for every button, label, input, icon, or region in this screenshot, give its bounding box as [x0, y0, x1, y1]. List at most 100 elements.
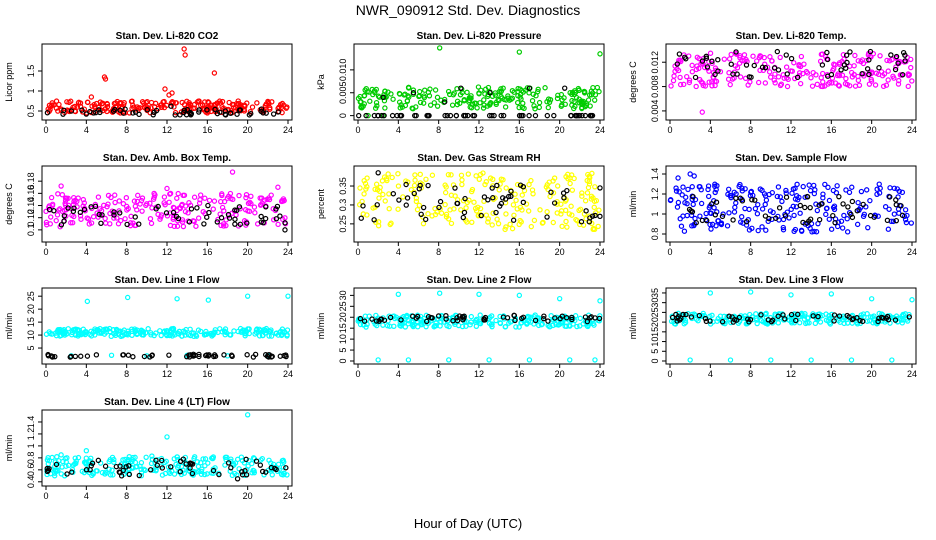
data-point: [564, 224, 570, 230]
data-point: [499, 195, 506, 201]
data-point: [681, 228, 688, 234]
data-point: [79, 107, 85, 113]
data-point: [859, 318, 866, 325]
x-tick-label: 0: [355, 369, 360, 379]
data-point: [728, 194, 734, 201]
data-point: [780, 312, 786, 318]
data-point: [886, 206, 892, 212]
data-point: [905, 83, 911, 90]
data-point: [44, 457, 51, 463]
data-point: [152, 100, 159, 107]
data-point: [259, 468, 266, 475]
y-tick-label: 30: [650, 298, 660, 308]
data-point: [275, 184, 281, 190]
data-point: [181, 46, 187, 52]
data-point: [813, 229, 820, 235]
data-point: [153, 330, 159, 336]
data-point: [780, 227, 787, 233]
data-point: [197, 192, 204, 198]
x-tick-label: 4: [84, 247, 89, 257]
data-point: [364, 184, 370, 190]
data-point: [206, 352, 212, 358]
data-point: [689, 311, 695, 318]
data-point: [53, 461, 60, 468]
data-point: [481, 194, 488, 200]
data-point: [843, 75, 849, 82]
data-point: [242, 468, 248, 474]
data-point: [831, 312, 838, 318]
data-point: [249, 104, 256, 110]
data-point: [163, 210, 170, 216]
data-point: [218, 215, 225, 221]
data-point: [102, 469, 109, 475]
data-point: [370, 91, 376, 98]
data-point: [179, 333, 185, 339]
data-point: [62, 200, 68, 207]
data-point: [844, 229, 851, 235]
data-point: [597, 213, 603, 220]
data-point: [558, 211, 564, 217]
data-point: [447, 207, 453, 213]
data-point: [238, 329, 244, 335]
data-point: [508, 96, 514, 102]
data-point: [68, 98, 74, 104]
data-point: [492, 92, 499, 98]
data-point: [709, 79, 715, 85]
data-point: [766, 69, 773, 75]
data-point: [374, 187, 381, 193]
data-point: [181, 192, 188, 198]
data-point: [526, 357, 533, 363]
data-point: [797, 202, 804, 209]
data-point: [489, 112, 495, 119]
data-point: [373, 181, 380, 187]
data-point: [414, 313, 421, 320]
y-tick-label: 0.3: [338, 199, 348, 212]
data-point: [520, 100, 526, 107]
x-tick-label: 12: [786, 125, 796, 135]
data-point: [577, 206, 584, 213]
data-point: [490, 210, 496, 216]
data-point: [58, 452, 64, 458]
data-point: [757, 53, 763, 59]
x-tick-label: 24: [595, 125, 605, 135]
data-point: [592, 212, 598, 219]
data-point: [157, 102, 164, 108]
data-point: [492, 90, 498, 96]
data-point: [225, 193, 232, 200]
data-point: [563, 315, 570, 321]
data-point: [238, 454, 245, 460]
data-point: [752, 205, 759, 212]
data-point: [265, 98, 271, 105]
data-point: [588, 314, 595, 320]
data-point: [745, 316, 751, 322]
data-point: [668, 197, 674, 203]
data-point: [820, 79, 826, 85]
data-point: [464, 199, 470, 206]
data-point: [365, 112, 371, 119]
data-point: [77, 213, 84, 219]
data-point: [832, 62, 838, 68]
data-point: [839, 225, 846, 231]
data-point: [78, 331, 84, 338]
data-point: [202, 456, 209, 462]
data-point: [452, 193, 458, 199]
data-point: [413, 198, 420, 205]
data-point: [375, 170, 381, 176]
data-point: [441, 96, 448, 103]
y-tick-label: 10: [26, 330, 36, 340]
data-point: [736, 60, 743, 66]
panel-title: Stan. Dev. Line 1 Flow: [115, 275, 220, 286]
data-point: [251, 468, 257, 474]
data-point: [829, 311, 835, 318]
data-point: [443, 184, 449, 190]
data-point: [196, 107, 202, 113]
data-point: [788, 311, 795, 318]
data-point: [520, 184, 527, 190]
data-point: [217, 100, 224, 106]
data-point: [202, 471, 208, 478]
data-point: [866, 81, 873, 87]
series-2: [44, 103, 281, 118]
data-point: [138, 459, 145, 466]
data-point: [243, 192, 250, 198]
data-point: [689, 69, 696, 75]
